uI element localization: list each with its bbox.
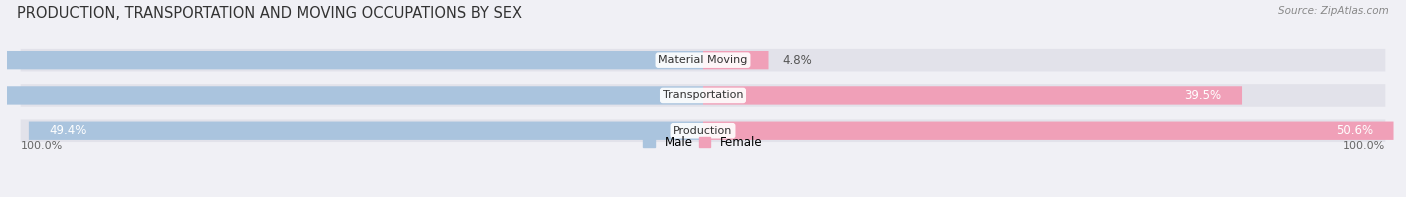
- Text: 4.8%: 4.8%: [782, 54, 811, 67]
- Text: 39.5%: 39.5%: [1184, 89, 1222, 102]
- Text: Source: ZipAtlas.com: Source: ZipAtlas.com: [1278, 6, 1389, 16]
- Text: 100.0%: 100.0%: [21, 141, 63, 151]
- FancyBboxPatch shape: [30, 122, 703, 140]
- FancyBboxPatch shape: [703, 51, 769, 69]
- Text: 50.6%: 50.6%: [1336, 124, 1374, 137]
- Text: 100.0%: 100.0%: [1343, 141, 1385, 151]
- FancyBboxPatch shape: [703, 122, 1393, 140]
- FancyBboxPatch shape: [21, 84, 1385, 107]
- FancyBboxPatch shape: [21, 119, 1385, 142]
- Text: Production: Production: [673, 126, 733, 136]
- FancyBboxPatch shape: [21, 49, 1385, 72]
- Text: Material Moving: Material Moving: [658, 55, 748, 65]
- Legend: Male, Female: Male, Female: [638, 131, 768, 154]
- Text: 49.4%: 49.4%: [49, 124, 87, 137]
- FancyBboxPatch shape: [703, 86, 1241, 105]
- Text: Transportation: Transportation: [662, 90, 744, 100]
- FancyBboxPatch shape: [0, 51, 703, 69]
- FancyBboxPatch shape: [0, 86, 703, 105]
- Text: PRODUCTION, TRANSPORTATION AND MOVING OCCUPATIONS BY SEX: PRODUCTION, TRANSPORTATION AND MOVING OC…: [17, 6, 522, 21]
